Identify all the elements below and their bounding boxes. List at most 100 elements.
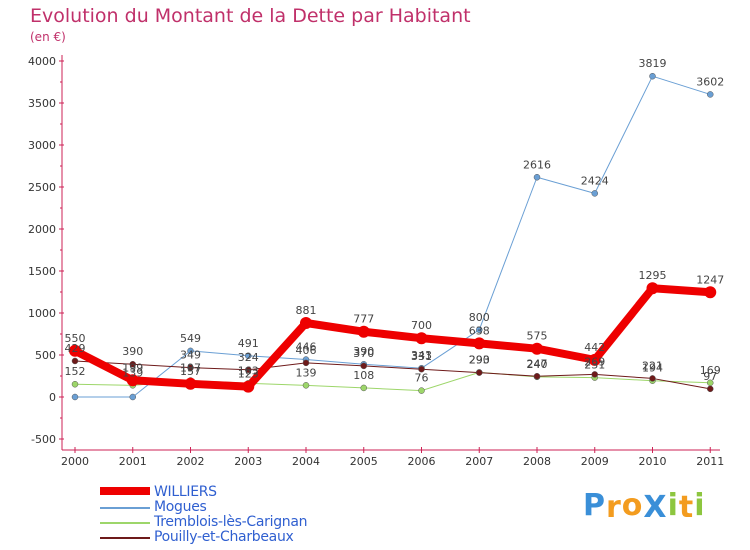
data-label: 700: [411, 319, 432, 332]
series-point-3: [302, 359, 310, 367]
y-tick-label: 1500: [28, 265, 56, 278]
logo-letter: t: [678, 490, 695, 525]
data-label: 269: [584, 355, 605, 368]
data-label: 240: [527, 358, 548, 371]
series-point-3: [418, 365, 425, 373]
data-label: 194: [642, 362, 663, 375]
data-label: 247: [527, 357, 548, 370]
series-point-1: [71, 393, 79, 401]
x-tick-label: 2011: [696, 455, 724, 468]
series-point-2: [360, 384, 367, 392]
data-label: 777: [353, 313, 374, 326]
series-point-1: [245, 352, 252, 360]
data-label: 2616: [523, 158, 551, 171]
x-tick-label: 2000: [61, 455, 89, 468]
y-tick-label: 500: [35, 349, 56, 362]
legend-swatch-pouilly: [100, 537, 150, 539]
data-label: 3602: [696, 75, 724, 88]
series-point-3: [533, 373, 541, 380]
legend-label-pouilly: Pouilly-et-Charbeaux: [154, 529, 294, 545]
series-line-0: [71, 284, 715, 391]
data-label: 549: [180, 332, 201, 345]
logo-letter: i: [694, 488, 706, 523]
data-label: 152: [65, 365, 86, 378]
series-point-0: [588, 353, 601, 366]
data-label: 343: [411, 349, 432, 362]
x-tick-label: 2005: [350, 455, 378, 468]
series-point-0: [646, 282, 659, 295]
x-tick-label: 2002: [177, 455, 205, 468]
series-point-0: [704, 286, 717, 299]
series-point-1: [591, 190, 598, 197]
series-point-3: [707, 385, 714, 393]
legend-label-tremblois: Tremblois-lès-Carignan: [154, 514, 308, 530]
logo-letter: P: [583, 488, 606, 523]
data-label: 163: [238, 364, 259, 377]
series-point-3: [649, 375, 656, 382]
y-tick-label: -500: [31, 433, 56, 446]
data-label: 331: [411, 350, 432, 363]
data-label: 108: [353, 369, 374, 382]
y-tick-label: 2000: [28, 223, 56, 236]
series-point-3: [71, 357, 79, 365]
data-label: 575: [527, 330, 548, 343]
series-point-3: [591, 371, 598, 378]
series-point-0: [300, 316, 312, 329]
legend-label-williers: WILLIERS: [154, 484, 217, 500]
legend-swatch-williers: [100, 487, 150, 495]
data-label: 349: [180, 349, 201, 362]
data-label: 293: [469, 353, 490, 366]
data-label: 550: [65, 332, 86, 345]
logo-letter: i: [667, 488, 679, 523]
series-point-0: [184, 377, 197, 390]
series-point-0: [415, 332, 428, 345]
series-point-3: [476, 369, 483, 376]
data-label: 429: [65, 342, 86, 355]
x-tick-label: 2007: [465, 455, 493, 468]
series-point-0: [531, 342, 543, 355]
data-label: 231: [584, 359, 605, 372]
data-label: 76: [415, 372, 429, 385]
series-point-0: [242, 380, 255, 393]
data-label: 638: [469, 324, 490, 337]
y-tick-label: 0: [49, 391, 56, 404]
x-tick-label: 2006: [408, 455, 436, 468]
series-point-0: [126, 374, 139, 387]
data-label: 157: [180, 365, 201, 378]
data-label: 221: [642, 359, 663, 372]
x-tick-label: 2001: [119, 455, 147, 468]
y-tick-label: 3500: [28, 97, 56, 110]
legend-swatch-tremblois: [100, 522, 150, 524]
series-point-0: [357, 325, 370, 338]
series-point-0: [69, 344, 81, 357]
series-point-1: [707, 91, 714, 98]
series-point-1: [187, 347, 194, 355]
series-point-2: [302, 382, 310, 389]
series-point-1: [129, 393, 136, 401]
legend-label-mogues: Mogues: [154, 499, 207, 515]
data-label: 1295: [639, 269, 667, 282]
y-tick-label: 3000: [28, 139, 56, 152]
series-line-1: [74, 75, 711, 398]
data-label: 123: [238, 368, 259, 381]
data-label: 370: [353, 347, 374, 360]
series-point-1: [533, 174, 541, 181]
logo-letter: X: [643, 490, 668, 525]
data-label: 1247: [696, 273, 724, 286]
series-line-3: [74, 360, 711, 390]
data-label: 390: [353, 345, 374, 358]
series-point-3: [187, 364, 194, 371]
legend-swatch-mogues: [100, 507, 150, 509]
data-label: 442: [584, 341, 605, 354]
x-tick-label: 2010: [639, 455, 667, 468]
series-point-2: [71, 380, 79, 388]
data-label: 2424: [581, 174, 609, 187]
data-label: 199: [122, 361, 143, 374]
x-tick-label: 2004: [292, 455, 320, 468]
logo-letter: o: [621, 488, 644, 523]
data-label: 406: [296, 344, 317, 357]
data-label: 881: [296, 304, 317, 317]
data-label: 446: [296, 341, 317, 354]
data-label: 139: [296, 366, 317, 379]
